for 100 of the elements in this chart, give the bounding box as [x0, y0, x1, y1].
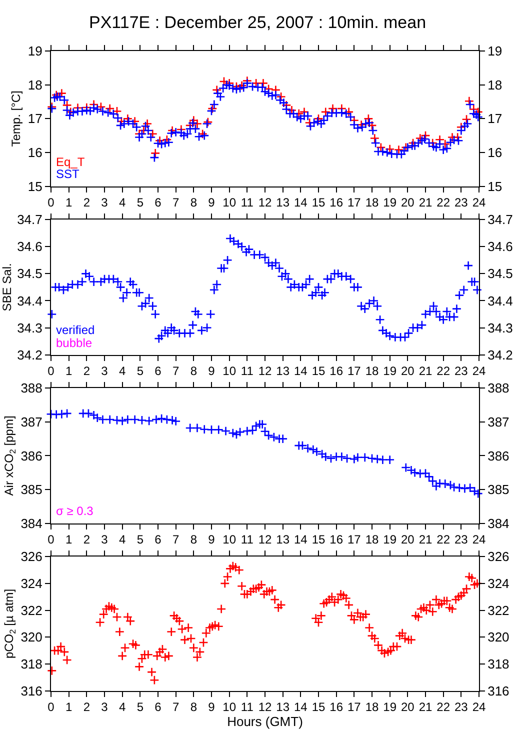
x-tick-label: 3	[101, 196, 108, 210]
x-tick-label: 4	[118, 364, 126, 378]
x-tick-label: 15	[312, 700, 326, 714]
y-tick-label: 34.5	[17, 266, 42, 282]
x-tick-label: 1	[65, 364, 72, 378]
x-tick-label: 21	[418, 196, 432, 210]
x-tick-label: 10	[222, 364, 236, 378]
y-tick-label: 322	[20, 602, 42, 618]
x-tick-label: 10	[222, 700, 236, 714]
x-tick-label: 24	[472, 196, 486, 210]
series-label: verified	[56, 323, 95, 337]
x-tick-label: 12	[258, 700, 272, 714]
x-tick-label: 24	[472, 532, 486, 547]
y-tick-label: 34.6	[17, 239, 42, 254]
y-tick-label: 324	[20, 576, 42, 592]
x-tick-label: 17	[347, 532, 362, 547]
x-tick-label: 17	[347, 700, 362, 714]
x-tick-label: 10	[222, 532, 236, 547]
x-tick-label: 19	[383, 532, 397, 547]
y2-tick-label: 316	[488, 683, 510, 698]
x-tick-label: 19	[383, 196, 397, 210]
x-tick-label: 10	[222, 196, 236, 210]
x-tick-label: 22	[436, 364, 450, 378]
x-tick-label: 7	[172, 532, 180, 547]
x-tick-label: 5	[136, 700, 144, 714]
chart-title: PX117E : December 25, 2007 : 10min. mean	[89, 13, 426, 32]
x-tick-label: 18	[365, 532, 379, 547]
x-tick-label: 4	[118, 532, 126, 547]
x-tick-label: 4	[118, 700, 126, 714]
x-tick-label: 7	[172, 196, 180, 210]
x-tick-label: 20	[400, 364, 415, 378]
annotation: bubble	[56, 336, 92, 350]
x-tick-label: 11	[240, 364, 254, 378]
x-tick-label: 13	[276, 700, 290, 714]
y-tick-label: 16	[28, 145, 42, 160]
y-tick-label: 34.2	[17, 347, 42, 362]
x-tick-label: 23	[454, 532, 468, 547]
y-tick-label: 18	[28, 77, 42, 92]
x-tick-label: 17	[347, 364, 362, 378]
x-tick-label: 6	[154, 196, 162, 210]
y-tick-label: 17	[28, 111, 42, 126]
x-tick-label: 2	[83, 532, 90, 547]
x-tick-label: 13	[276, 364, 290, 378]
x-tick-label: 2	[83, 364, 90, 378]
x-tick-label: 20	[400, 532, 415, 547]
x-tick-label: 14	[294, 700, 308, 714]
x-tick-label: 13	[276, 532, 290, 547]
x-tick-label: 8	[190, 364, 198, 378]
y2-tick-label: 17	[488, 111, 502, 126]
y2-tick-label: 16	[488, 145, 502, 160]
x-tick-label: 14	[294, 196, 308, 210]
y2-tick-label: 34.5	[488, 266, 513, 282]
y2-tick-label: 15	[488, 178, 502, 194]
y-tick-label: 318	[20, 656, 42, 672]
x-tick-label: 0	[48, 532, 55, 547]
x-tick-label: 5	[136, 532, 144, 547]
y-tick-label: 386	[20, 448, 42, 464]
x-tick-label: 11	[240, 700, 254, 714]
x-tick-label: 9	[208, 196, 216, 210]
x-tick-label: 20	[400, 196, 415, 210]
y-tick-label: 34.7	[17, 212, 42, 228]
y-tick-label: 388	[20, 380, 42, 396]
y-tick-label: 385	[20, 482, 42, 498]
y2-tick-label: 19	[488, 44, 502, 59]
x-tick-label: 18	[365, 196, 379, 210]
x-tick-label: 6	[154, 700, 162, 714]
x-tick-label: 13	[276, 196, 290, 210]
x-tick-label: 15	[312, 364, 326, 378]
y2-tick-label: 34.7	[488, 212, 513, 228]
y-tick-label: 15	[28, 178, 42, 194]
y2-tick-label: 326	[488, 549, 510, 564]
y-tick-label: 316	[20, 683, 42, 698]
x-tick-label: 6	[154, 532, 162, 547]
y-tick-label: 34.3	[17, 320, 42, 336]
x-tick-label: 15	[312, 196, 326, 210]
x-tick-label: 2	[83, 196, 90, 210]
text: SST	[56, 167, 80, 181]
x-tick-label: 8	[190, 196, 198, 210]
x-tick-label: 7	[172, 700, 180, 714]
y2-tick-label: 324	[488, 576, 510, 592]
y-tick-label: 387	[20, 414, 42, 430]
y2-tick-label: 386	[488, 448, 510, 464]
x-tick-label: 16	[330, 532, 344, 547]
x-tick-label: 21	[418, 700, 432, 714]
x-tick-label: 9	[208, 364, 216, 378]
x-tick-label: 22	[436, 532, 450, 547]
x-tick-label: 1	[65, 532, 72, 547]
y2-tick-label: 320	[488, 630, 510, 645]
y2-tick-label: 34.4	[488, 293, 513, 308]
x-tick-label: 21	[418, 532, 432, 547]
x-tick-label: 20	[400, 700, 415, 714]
x-tick-label: 4	[118, 196, 126, 210]
y-axis-title: Temp. [°C]	[9, 90, 24, 147]
x-tick-label: 22	[436, 196, 450, 210]
text: Eq_T	[56, 155, 86, 169]
x-tick-label: 3	[101, 700, 108, 714]
x-tick-label: 18	[365, 364, 379, 378]
x-tick-label: 19	[383, 364, 397, 378]
x-tick-label: 16	[330, 700, 344, 714]
y2-tick-label: 385	[488, 482, 510, 498]
